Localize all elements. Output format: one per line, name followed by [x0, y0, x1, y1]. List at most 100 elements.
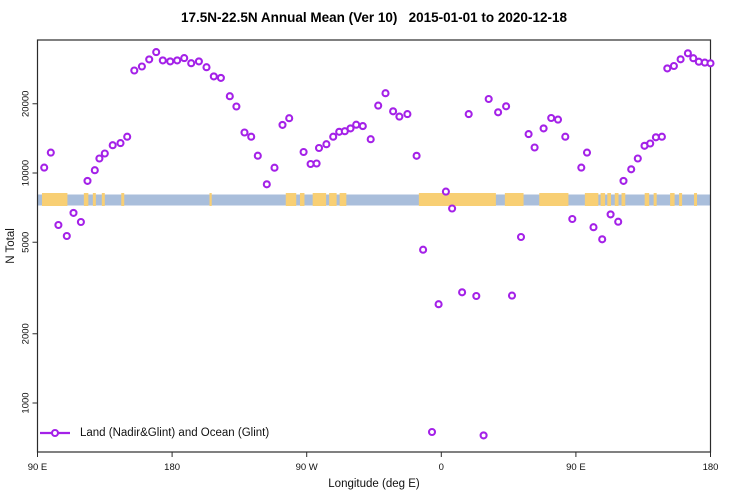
data-point — [366, 135, 375, 144]
legend: Land (Nadir&Glint) and Ocean (Glint) — [39, 427, 269, 439]
data-point — [173, 56, 182, 65]
data-point — [577, 163, 586, 172]
land-band-segment — [299, 193, 305, 206]
chart-title: 17.5N-22.5N Annual Mean (Ver 10) 2015-01… — [181, 10, 567, 25]
data-point — [683, 49, 692, 58]
data-point — [116, 139, 125, 148]
data-point — [627, 165, 636, 174]
data-point — [614, 217, 623, 226]
y-tick-label: 5000 — [21, 232, 32, 253]
land-band-segment — [614, 193, 619, 206]
data-point — [123, 132, 132, 141]
data-point — [561, 132, 570, 141]
land-band-segment — [92, 193, 96, 206]
data-point — [145, 55, 154, 64]
land-band-segment — [653, 193, 657, 206]
data-point — [322, 140, 331, 149]
land-band-segment — [329, 193, 337, 206]
data-point — [676, 55, 685, 64]
data-point — [253, 151, 262, 160]
land-band-segment — [504, 193, 524, 206]
land-band-segment — [312, 193, 327, 206]
data-point — [568, 214, 577, 224]
data-point — [100, 149, 109, 158]
land-band-segment — [644, 193, 650, 206]
data-point — [663, 64, 672, 73]
data-point — [278, 120, 287, 129]
data-point — [553, 115, 563, 124]
data-point — [374, 101, 383, 110]
data-point — [46, 148, 55, 157]
data-point — [403, 110, 412, 119]
data-point — [539, 124, 548, 133]
y-tick-label: 2000 — [21, 323, 32, 344]
data-point — [441, 187, 450, 196]
data-point — [299, 147, 308, 157]
y-tick-label: 1000 — [21, 392, 32, 413]
data-point — [180, 54, 189, 63]
land-band-segment — [584, 193, 599, 206]
data-point — [83, 176, 92, 185]
data-point — [76, 217, 85, 227]
data-point — [225, 92, 234, 101]
data-point — [240, 128, 249, 137]
data-point — [448, 204, 457, 213]
data-point — [137, 62, 146, 71]
data-point — [589, 223, 598, 232]
data-point — [619, 176, 628, 185]
data-point — [669, 61, 678, 71]
data-point — [270, 163, 279, 172]
data-point — [524, 130, 533, 139]
data-point — [209, 72, 218, 81]
data-point — [389, 107, 398, 116]
land-band-segment — [101, 193, 105, 206]
data-point — [166, 57, 175, 66]
data-point — [657, 132, 666, 141]
land-band-segment — [670, 193, 675, 206]
data-point — [516, 232, 526, 242]
data-point — [194, 57, 203, 66]
ocean-band — [37, 194, 711, 206]
data-point — [202, 63, 211, 72]
land-band-segment — [694, 193, 698, 206]
data-point — [507, 291, 517, 300]
x-tick-label: 180 — [164, 462, 180, 473]
y-tick-label: 10000 — [21, 160, 32, 186]
data-point — [706, 59, 715, 68]
legend-marker-circle — [50, 428, 60, 438]
land-band-segment — [621, 193, 626, 206]
data-point — [352, 120, 361, 129]
data-point — [633, 154, 642, 163]
data-point — [606, 210, 615, 219]
x-tick-label: 90 E — [28, 462, 48, 473]
data-point — [530, 143, 539, 152]
data-point — [262, 180, 271, 189]
data-point — [434, 300, 443, 309]
plot-frame — [36, 39, 712, 453]
land-band-segment — [539, 193, 569, 206]
x-axis-title: Longitude (deg E) — [328, 478, 420, 490]
data-point — [381, 89, 390, 98]
land-band-segment — [600, 193, 606, 206]
data-point — [232, 102, 241, 111]
data-point — [285, 114, 294, 123]
land-band-segment — [418, 193, 496, 206]
legend-label: Land (Nadir&Glint) and Ocean (Glint) — [80, 427, 270, 439]
data-point — [479, 431, 488, 440]
data-point — [130, 66, 139, 75]
data-point — [395, 112, 404, 121]
land-band-segment — [679, 193, 683, 206]
y-axis-title: N Total — [5, 228, 17, 264]
data-point — [40, 163, 49, 172]
data-point — [216, 73, 225, 82]
data-point — [472, 291, 481, 301]
data-point — [427, 427, 437, 437]
data-point — [412, 151, 421, 160]
data-point — [108, 141, 117, 150]
x-tick-label: 90 E — [566, 462, 586, 473]
land-band-segment — [121, 193, 125, 206]
data-point — [95, 154, 104, 163]
land-band-segment — [339, 193, 347, 206]
